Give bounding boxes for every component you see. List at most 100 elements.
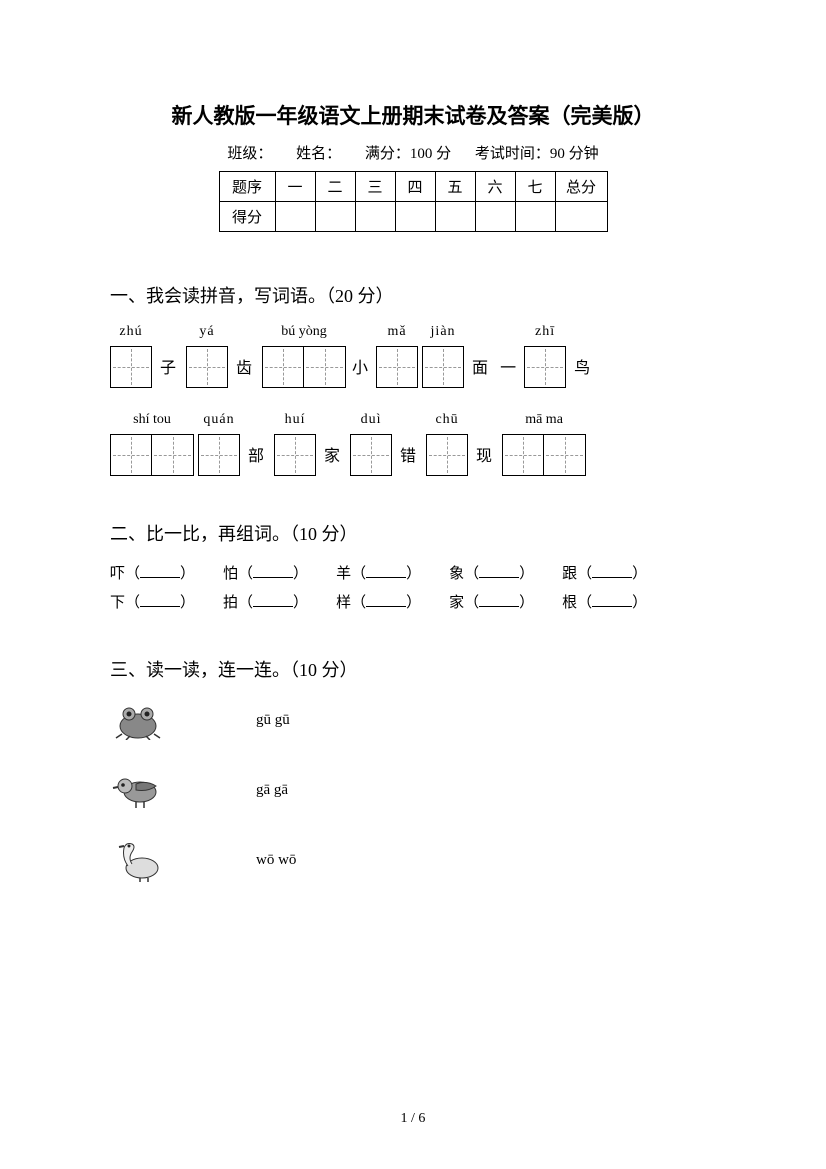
score-col: 六 xyxy=(475,172,515,202)
fixed-char: 家 xyxy=(324,442,340,466)
blank xyxy=(140,564,180,578)
write-box xyxy=(426,434,468,476)
match-list: gū gū gā gā wō wō xyxy=(110,698,716,882)
name-label: 姓名： xyxy=(296,146,341,162)
score-col: 三 xyxy=(355,172,395,202)
write-box xyxy=(110,346,152,388)
blank xyxy=(140,593,180,607)
score-col-total: 总分 xyxy=(555,172,607,202)
fixed-char: 小 xyxy=(352,354,368,378)
score-col: 二 xyxy=(315,172,355,202)
pinyin-unit: bú yòng xyxy=(262,324,346,388)
score-row-label: 得分 xyxy=(219,202,275,232)
write-box-row xyxy=(426,434,468,476)
pinyin-unit: duì xyxy=(350,412,392,476)
write-box xyxy=(152,434,194,476)
write-box xyxy=(502,434,544,476)
pinyin-row-2: shí touquán部huí家duì错chū现mā ma xyxy=(110,412,716,476)
blank xyxy=(592,564,632,578)
write-box xyxy=(544,434,586,476)
pinyin-unit: zhī xyxy=(524,324,566,388)
blank xyxy=(479,564,519,578)
score-cell xyxy=(435,202,475,232)
page-title: 新人教版一年级语文上册期末试卷及答案（完美版） xyxy=(110,100,716,130)
section-1-heading: 一、我会读拼音，写词语。（20 分） xyxy=(110,282,716,308)
write-box xyxy=(186,346,228,388)
score-cell xyxy=(355,202,395,232)
score-table-score-row: 得分 xyxy=(219,202,607,232)
fixed-char: 齿 xyxy=(236,354,252,378)
pinyin-label: mǎ xyxy=(387,324,406,340)
compare-item: 怕（） xyxy=(223,562,308,583)
score-col-label: 题序 xyxy=(219,172,275,202)
compare-item: 家（） xyxy=(449,591,534,612)
score-cell xyxy=(555,202,607,232)
write-box xyxy=(262,346,304,388)
pinyin-label: quán xyxy=(203,412,234,428)
pinyin-unit: mā ma xyxy=(502,412,586,476)
blank xyxy=(253,593,293,607)
write-box-row xyxy=(524,346,566,388)
compare-item: 样（） xyxy=(336,591,421,612)
pinyin-unit: zhú xyxy=(110,324,152,388)
time-label: 考试时间：90 分钟 xyxy=(475,146,599,162)
score-col: 一 xyxy=(275,172,315,202)
score-col: 七 xyxy=(515,172,555,202)
fixed-char: 错 xyxy=(400,442,416,466)
pinyin-label: chū xyxy=(435,412,458,428)
write-box-row xyxy=(274,434,316,476)
match-row: gū gū xyxy=(110,698,716,742)
section-1: 一、我会读拼音，写词语。（20 分） zhú 子 yá 齿 bú yòng 小 mǎjiàn… xyxy=(110,282,716,476)
fixed-char: 部 xyxy=(248,442,264,466)
write-box xyxy=(274,434,316,476)
compare-item: 下（） xyxy=(110,591,195,612)
fixed-char: 面 xyxy=(472,354,488,378)
section-3-heading: 三、读一读，连一连。（10 分） xyxy=(110,656,716,682)
write-box-row xyxy=(422,346,464,388)
compare-item: 跟（） xyxy=(562,562,647,583)
score-cell xyxy=(475,202,515,232)
frog-icon xyxy=(110,698,166,742)
compare-row-2: 下（） 拍（） 样（） 家（） 根（） xyxy=(110,591,716,612)
write-box xyxy=(110,434,152,476)
pinyin-unit: quán xyxy=(198,412,240,476)
match-row: wō wō xyxy=(110,838,716,882)
write-box-row xyxy=(186,346,228,388)
match-label: gū gū xyxy=(256,712,290,729)
write-box-row xyxy=(350,434,392,476)
pinyin-unit: jiàn xyxy=(422,324,464,388)
score-table-header-row: 题序 一 二 三 四 五 六 七 总分 xyxy=(219,172,607,202)
pinyin-label: yá xyxy=(199,324,214,340)
match-label: gā gā xyxy=(256,782,288,799)
pinyin-label: mā ma xyxy=(525,412,563,428)
section-3: 三、读一读，连一连。（10 分） gū gū gā gā wō wō xyxy=(110,656,716,882)
fixed-char: 子 xyxy=(160,354,176,378)
compare-item: 吓（） xyxy=(110,562,195,583)
meta-line: 班级： 姓名： 满分：100 分 考试时间：90 分钟 xyxy=(110,142,716,163)
blank xyxy=(253,564,293,578)
pinyin-row-1: zhú子yá齿bú yòng小mǎjiàn面一zhī鸟 xyxy=(110,324,716,388)
pinyin-label: duì xyxy=(361,412,382,428)
blank xyxy=(366,593,406,607)
match-label: wō wō xyxy=(256,852,296,869)
compare-item: 拍（） xyxy=(223,591,308,612)
blank xyxy=(366,564,406,578)
section-2: 二、比一比，再组词。（10 分） 吓（）怕（）羊（）象（）跟（） 下（）拍（）样… xyxy=(110,520,716,612)
fixed-char: 一 xyxy=(500,354,516,378)
score-cell xyxy=(395,202,435,232)
fixed-char: 现 xyxy=(476,442,492,466)
goose-icon xyxy=(110,838,166,882)
write-box xyxy=(350,434,392,476)
pinyin-label: zhú xyxy=(119,324,142,340)
class-label: 班级： xyxy=(227,146,272,162)
match-row: gā gā xyxy=(110,768,716,812)
compare-item: 根（） xyxy=(562,591,647,612)
fullmark-label: 满分：100 分 xyxy=(365,146,451,162)
compare-item: 羊（） xyxy=(336,562,421,583)
section-2-heading: 二、比一比，再组词。（10 分） xyxy=(110,520,716,546)
write-box-row xyxy=(502,434,586,476)
score-cell xyxy=(315,202,355,232)
write-box xyxy=(304,346,346,388)
score-table: 题序 一 二 三 四 五 六 七 总分 得分 xyxy=(219,171,608,232)
pinyin-label: bú yòng xyxy=(281,324,327,340)
